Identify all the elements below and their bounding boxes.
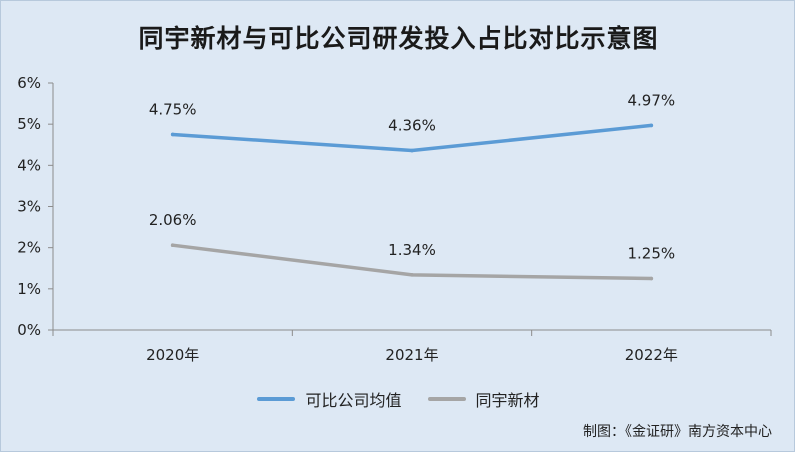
legend-item-series-1: 同宇新材 bbox=[427, 387, 540, 411]
data-label: 4.36% bbox=[388, 117, 436, 135]
data-point bbox=[410, 273, 414, 277]
data-label: 4.75% bbox=[149, 100, 197, 118]
legend-swatch-series-0 bbox=[257, 397, 296, 401]
data-point bbox=[410, 148, 414, 153]
y-tick-label: 3% bbox=[17, 198, 41, 216]
y-tick-label: 4% bbox=[17, 156, 41, 174]
legend: 可比公司均值 同宇新材 bbox=[1, 387, 795, 411]
data-label: 4.97% bbox=[628, 91, 676, 109]
data-label: 2.06% bbox=[149, 211, 197, 229]
y-tick-label: 0% bbox=[17, 321, 41, 339]
data-point bbox=[170, 243, 175, 247]
y-tick-label: 5% bbox=[17, 115, 41, 133]
chart-title: 同宇新材与可比公司研发投入占比对比示意图 bbox=[138, 24, 659, 53]
x-tick-label: 2021年 bbox=[385, 346, 438, 364]
legend-label-series-0: 可比公司均值 bbox=[305, 391, 402, 410]
source-note: 制图：《金证研》南方资本中心 bbox=[583, 424, 772, 440]
y-tick-label: 6% bbox=[17, 74, 41, 92]
y-tick-label: 1% bbox=[17, 280, 41, 298]
data-point bbox=[649, 276, 654, 281]
legend-swatch-series-1 bbox=[427, 397, 466, 401]
legend-item-series-0: 可比公司均值 bbox=[257, 387, 402, 411]
legend-label-series-1: 同宇新材 bbox=[475, 391, 540, 410]
data-point bbox=[170, 132, 175, 137]
data-point bbox=[649, 123, 654, 128]
data-label: 1.34% bbox=[388, 241, 436, 259]
y-tick-label: 2% bbox=[17, 239, 41, 257]
data-label: 1.25% bbox=[628, 245, 676, 263]
x-tick-label: 2020年 bbox=[146, 346, 199, 364]
x-tick-label: 2022年 bbox=[625, 346, 678, 364]
